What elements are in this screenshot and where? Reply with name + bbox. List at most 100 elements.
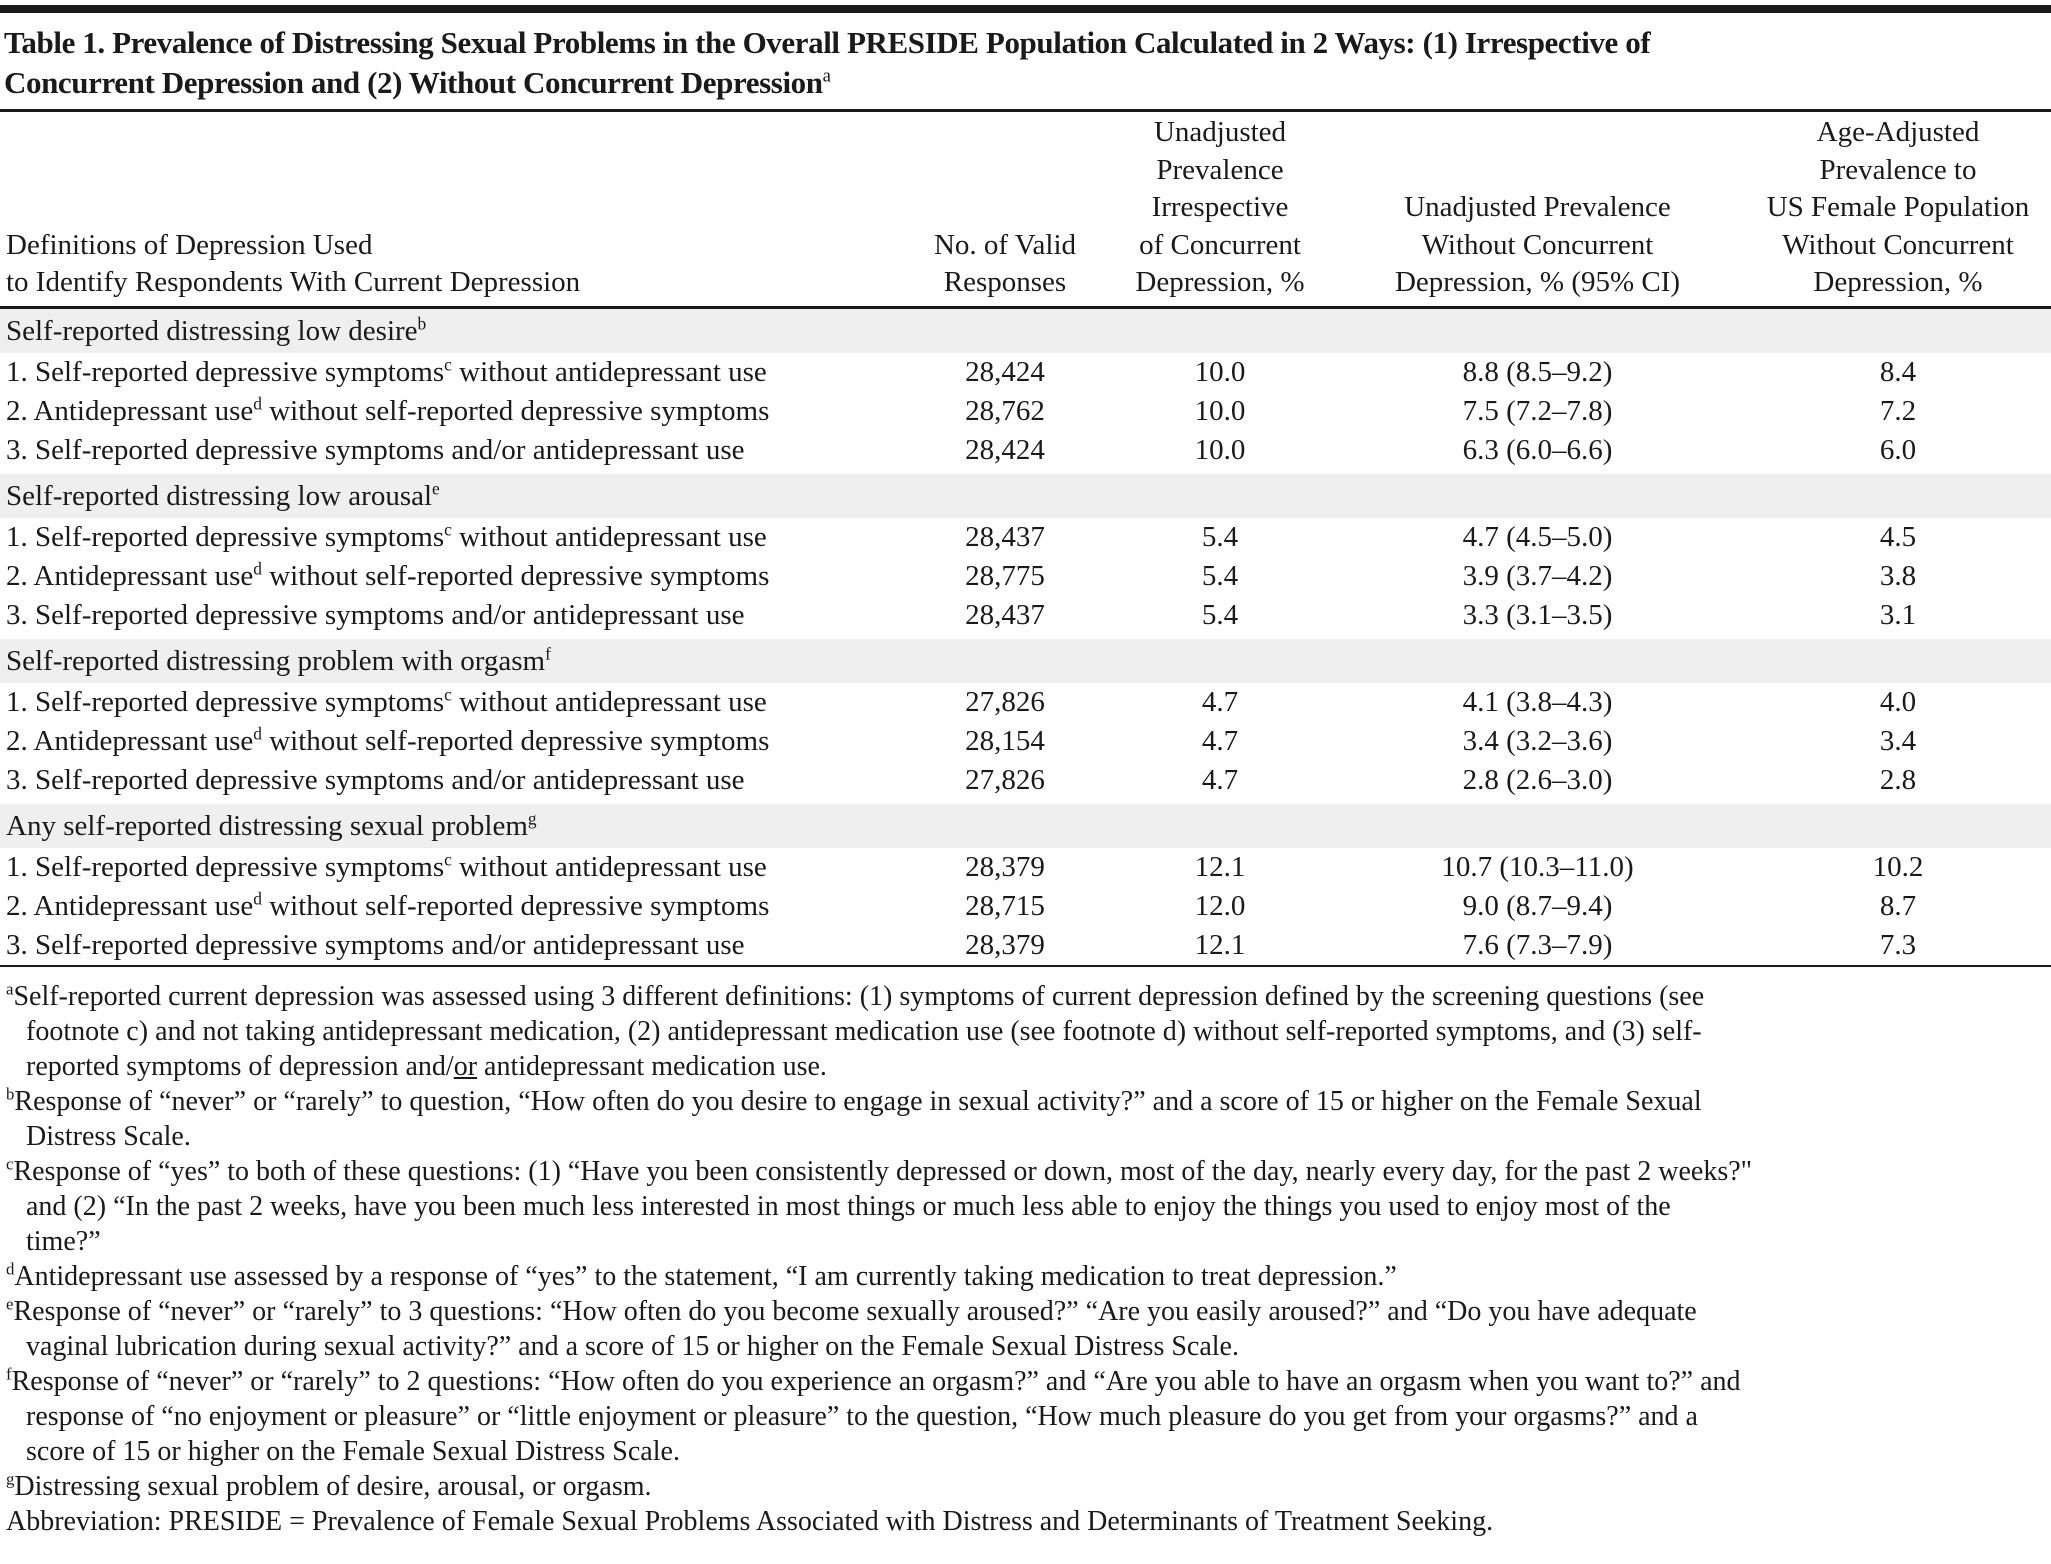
definition-text: without self-reported depressive symptom… bbox=[261, 559, 770, 592]
footnote-mark: b bbox=[417, 312, 427, 333]
section-label-text: Any self-reported distressing sexual pro… bbox=[6, 809, 528, 842]
valid-responses-cell: 28,154 bbox=[965, 724, 1045, 757]
section-row: Self-reported distressing low arousale bbox=[0, 473, 2051, 518]
title-text: Concurrent Depression and (2) Without Co… bbox=[4, 65, 823, 100]
footnote-mark: e bbox=[432, 477, 440, 498]
section-label: Self-reported distressing problem with o… bbox=[0, 638, 2051, 683]
footnotes: aSelf-reported current depression was as… bbox=[0, 967, 2051, 1549]
definition-text: 2. Antidepressant use bbox=[6, 889, 254, 922]
row-definition: 2. Antidepressant used without self-repo… bbox=[0, 887, 900, 926]
row-definition: 3. Self-reported depressive symptoms and… bbox=[0, 596, 900, 635]
valid-responses-cell: 28,715 bbox=[965, 889, 1045, 922]
unadjusted-irrespective-cell: 5.4 bbox=[1201, 598, 1239, 631]
definition-text: 2. Antidepressant use bbox=[6, 559, 254, 592]
header-line: Age-Adjusted bbox=[1816, 116, 1980, 148]
header-row: Definitions of Depression Used to Identif… bbox=[0, 112, 2051, 306]
header-line: No. of Valid bbox=[933, 228, 1077, 261]
footnote-c: cResponse of “yes” to both of these ques… bbox=[6, 1154, 2045, 1259]
valid-responses-cell: 27,826 bbox=[965, 685, 1045, 718]
header-line: Irrespective bbox=[1151, 191, 1289, 223]
unadjusted-irrespective-cell: 10.0 bbox=[1194, 355, 1246, 388]
unadjusted-without-cell: 4.1 (3.8–4.3) bbox=[1462, 685, 1613, 718]
header-line: Depression, % bbox=[1135, 266, 1305, 298]
section-label-text: Self-reported distressing problem with o… bbox=[6, 644, 546, 677]
table-title: Table 1. Prevalence of Distressing Sexua… bbox=[0, 13, 2051, 103]
definition-text: 1. Self-reported depressive symptoms bbox=[6, 355, 445, 388]
footnote-mark: g bbox=[6, 1469, 15, 1489]
unadjusted-irrespective-cell: 12.1 bbox=[1194, 850, 1246, 883]
footnote-mark: c bbox=[6, 1154, 14, 1174]
table-row: 1. Self-reported depressive symptomsc wi… bbox=[0, 353, 2051, 392]
age-adjusted-cell: 2.8 bbox=[1879, 763, 1917, 796]
unadjusted-without-cell: 7.5 (7.2–7.8) bbox=[1462, 394, 1613, 427]
age-adjusted-cell: 4.5 bbox=[1879, 520, 1917, 553]
header-bottom-rule bbox=[0, 305, 2051, 309]
unadjusted-irrespective-cell: 4.7 bbox=[1201, 724, 1239, 757]
footnote-text: Response of “yes” to both of these quest… bbox=[13, 1155, 1753, 1187]
unadjusted-irrespective-cell: 12.1 bbox=[1194, 928, 1246, 961]
section-label: Self-reported distressing low arousale bbox=[0, 473, 2051, 518]
valid-responses-cell: 28,424 bbox=[965, 355, 1045, 388]
definition-text: 2. Antidepressant use bbox=[6, 724, 254, 757]
footnote-line: time?” bbox=[6, 1224, 2045, 1259]
table-row: 1. Self-reported depressive symptomsc wi… bbox=[0, 848, 2051, 887]
definition-text: without self-reported depressive symptom… bbox=[261, 394, 770, 427]
age-adjusted-cell: 4.0 bbox=[1879, 685, 1917, 718]
footnote-text: time?” bbox=[26, 1225, 101, 1257]
top-rule bbox=[0, 5, 2051, 13]
unadjusted-without-cell: 7.6 (7.3–7.9) bbox=[1462, 928, 1613, 961]
valid-responses-cell: 27,826 bbox=[965, 763, 1045, 796]
definition-text: 3. Self-reported depressive symptoms and… bbox=[6, 763, 745, 796]
footnote-mark: a bbox=[6, 979, 14, 999]
footnote-mark: e bbox=[6, 1294, 14, 1314]
section-label-text: Self-reported distressing low desire bbox=[6, 314, 418, 347]
header-line: Depression, % bbox=[1813, 266, 1983, 298]
footnote-mark: d bbox=[253, 557, 262, 578]
header-line: of Concurrent bbox=[1139, 228, 1301, 261]
footnote-f: fResponse of “never” or “rarely” to 2 qu… bbox=[6, 1364, 2045, 1469]
section-row: Self-reported distressing low desireb bbox=[0, 308, 2051, 353]
footnote-mark: c bbox=[444, 683, 452, 704]
unadjusted-irrespective-cell: 4.7 bbox=[1201, 685, 1239, 718]
header-line: US Female Population bbox=[1766, 191, 2030, 223]
header-valid-responses: No. of Valid Responses bbox=[900, 112, 1110, 306]
header-line: Responses bbox=[943, 266, 1067, 298]
row-definition: 3. Self-reported depressive symptoms and… bbox=[0, 431, 900, 470]
age-adjusted-cell: 3.8 bbox=[1879, 559, 1917, 592]
footnote-mark: b bbox=[6, 1084, 15, 1104]
header-line: Without Concurrent bbox=[1421, 228, 1654, 261]
header-unadjusted-without: Unadjusted Prevalence Without Concurrent D… bbox=[1330, 112, 1745, 306]
table-row: 2. Antidepressant used without self-repo… bbox=[0, 722, 2051, 761]
footnote-line: bResponse of “never” or “rarely” to ques… bbox=[6, 1084, 2045, 1119]
unadjusted-irrespective-cell: 10.0 bbox=[1194, 394, 1246, 427]
table-row: 3. Self-reported depressive symptoms and… bbox=[0, 761, 2051, 800]
table-row: 2. Antidepressant used without self-repo… bbox=[0, 392, 2051, 431]
footnote-text: footnote c) and not taking antidepressan… bbox=[26, 1015, 1702, 1047]
definition-text: without antidepressant use bbox=[451, 685, 767, 718]
footnote-mark: d bbox=[253, 722, 262, 743]
footnote-b: bResponse of “never” or “rarely” to ques… bbox=[6, 1084, 2045, 1154]
header-definitions: Definitions of Depression Used to Identif… bbox=[0, 112, 900, 306]
unadjusted-irrespective-cell: 4.7 bbox=[1201, 763, 1239, 796]
footnote-line: fResponse of “never” or “rarely” to 2 qu… bbox=[6, 1364, 2045, 1399]
footnote-text: Distress Scale. bbox=[26, 1120, 191, 1152]
footnote-line: dAntidepressant use assessed by a respon… bbox=[6, 1259, 2045, 1294]
footnote-mark: d bbox=[253, 887, 262, 908]
table-row: 2. Antidepressant used without self-repo… bbox=[0, 557, 2051, 596]
abbreviation-text: Abbreviation: PRESIDE = Prevalence of Fe… bbox=[6, 1505, 1494, 1537]
unadjusted-without-cell: 6.3 (6.0–6.6) bbox=[1462, 433, 1613, 466]
row-definition: 1. Self-reported depressive symptomsc wi… bbox=[0, 683, 900, 722]
valid-responses-cell: 28,424 bbox=[965, 433, 1045, 466]
prevalence-table: Definitions of Depression Used to Identif… bbox=[0, 112, 2051, 965]
footnote-line: aSelf-reported current depression was as… bbox=[6, 979, 2045, 1014]
row-definition: 2. Antidepressant used without self-repo… bbox=[0, 722, 900, 761]
footnote-d: dAntidepressant use assessed by a respon… bbox=[6, 1259, 2045, 1294]
definition-text: 3. Self-reported depressive symptoms and… bbox=[6, 433, 745, 466]
definition-text: 1. Self-reported depressive symptoms bbox=[6, 685, 445, 718]
definition-text: 3. Self-reported depressive symptoms and… bbox=[6, 928, 745, 961]
row-definition: 3. Self-reported depressive symptoms and… bbox=[0, 926, 900, 965]
row-definition: 1. Self-reported depressive symptomsc wi… bbox=[0, 518, 900, 557]
table-row: 1. Self-reported depressive symptomsc wi… bbox=[0, 683, 2051, 722]
footnote-a: aSelf-reported current depression was as… bbox=[6, 979, 2045, 1084]
definition-text: 1. Self-reported depressive symptoms bbox=[6, 520, 445, 553]
